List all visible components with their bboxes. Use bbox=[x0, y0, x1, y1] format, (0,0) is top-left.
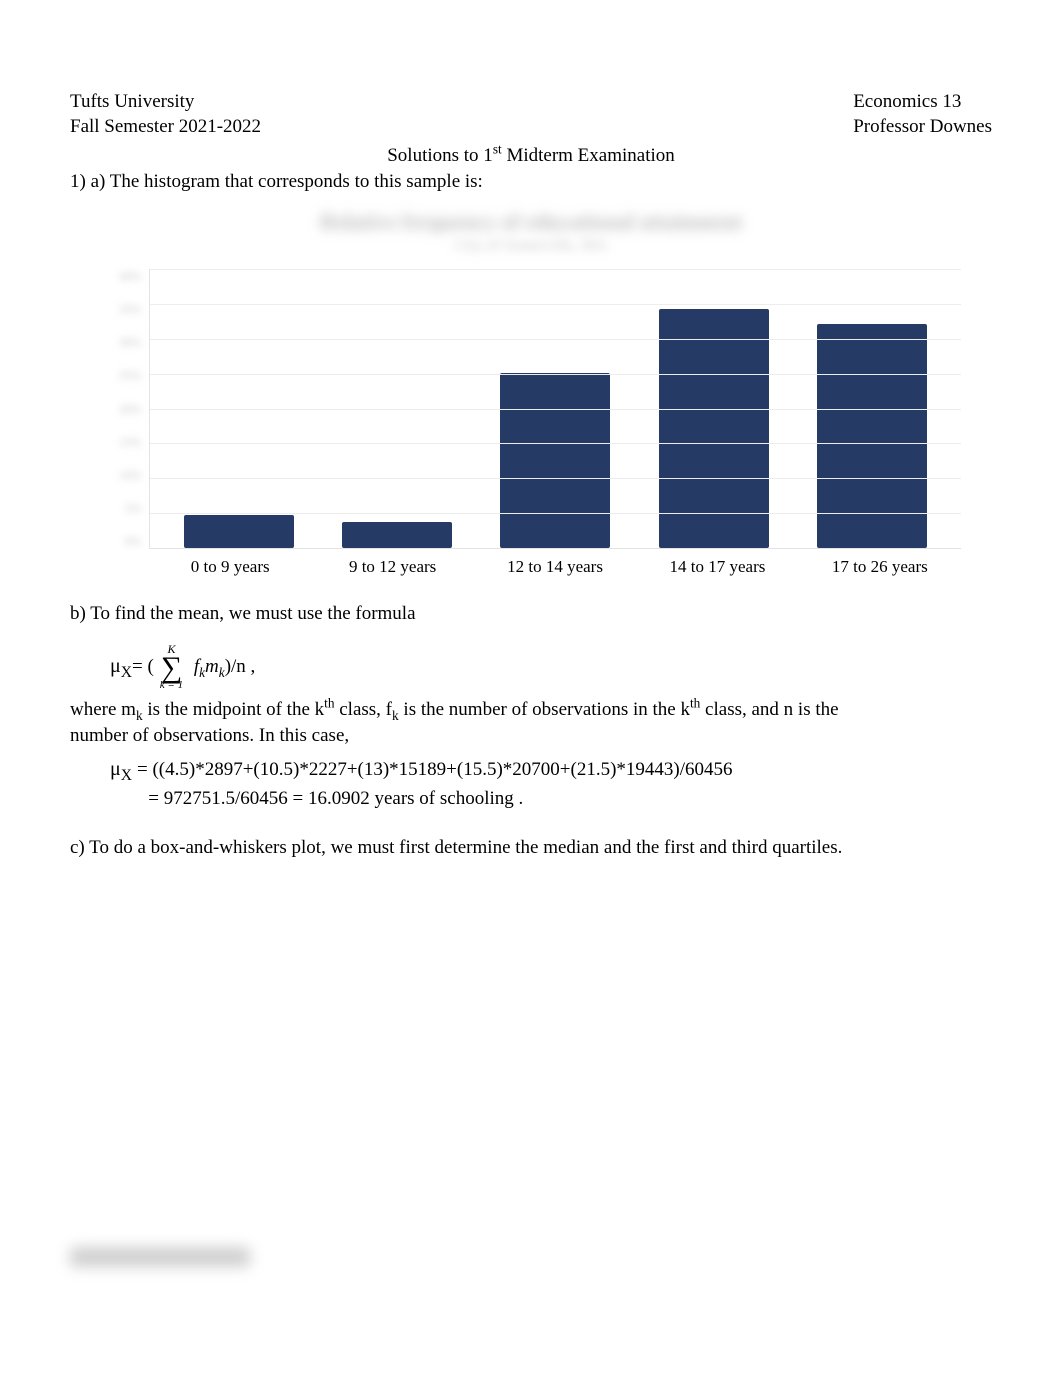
where-t1: where m bbox=[70, 699, 136, 720]
calc-block: μX = ((4.5)*2897+(10.5)*2227+(13)*15189+… bbox=[110, 754, 992, 813]
bar bbox=[500, 373, 610, 548]
formula-close: )/n , bbox=[225, 656, 256, 678]
course-line: Economics 13 bbox=[853, 90, 992, 115]
y-tick: 15% bbox=[119, 435, 141, 450]
semester-line: Fall Semester 2021-2022 bbox=[70, 115, 261, 140]
y-tick: 0% bbox=[125, 534, 141, 549]
where-t4: is the number of observations in the k bbox=[399, 699, 690, 720]
where-t5: class, and n is the bbox=[700, 699, 838, 720]
q1c-text: c) To do a box-and-whiskers plot, we mus… bbox=[70, 835, 992, 861]
term-m: m bbox=[205, 656, 219, 677]
grid-line bbox=[150, 304, 961, 305]
y-tick: 25% bbox=[119, 368, 141, 383]
formula-lhs: μX bbox=[110, 655, 132, 678]
x-label: 14 to 17 years bbox=[636, 557, 798, 577]
y-tick: 30% bbox=[119, 335, 141, 350]
x-axis-labels: 0 to 9 years9 to 12 years12 to 14 years1… bbox=[149, 557, 961, 577]
footer-watermark-blurred bbox=[70, 1247, 250, 1267]
y-tick: 40% bbox=[119, 269, 141, 284]
mu-symbol: μ bbox=[110, 655, 121, 677]
where-sub1: k bbox=[136, 708, 143, 723]
title-pre: Solutions to 1 bbox=[387, 145, 493, 166]
where-t3: class, f bbox=[335, 699, 393, 720]
calc-line1: μX = ((4.5)*2897+(10.5)*2227+(13)*15189+… bbox=[110, 754, 992, 785]
grid-line bbox=[150, 443, 961, 444]
grid-line bbox=[150, 478, 961, 479]
chart-area: 40% 35% 30% 25% 20% 15% 10% 5% 0% bbox=[101, 269, 961, 549]
mean-formula: μX = ( K ∑ k = 1 fkmk )/n , bbox=[110, 643, 992, 692]
calc-line2: = 972751.5/60456 = 16.0902 years of scho… bbox=[134, 785, 992, 814]
calc-mu: μX bbox=[110, 758, 137, 780]
sum-lower: k = 1 bbox=[160, 680, 183, 691]
where-sub2: k bbox=[392, 708, 399, 723]
calc-mu-sub: X bbox=[121, 767, 132, 784]
title-sup: st bbox=[493, 142, 502, 157]
calc-mu-sym: μ bbox=[110, 758, 121, 780]
header-right: Economics 13 Professor Downes bbox=[853, 90, 992, 139]
where-t2: is the midpoint of the k bbox=[143, 699, 325, 720]
grid-line bbox=[150, 374, 961, 375]
x-label: 0 to 9 years bbox=[149, 557, 311, 577]
grid-line bbox=[150, 339, 961, 340]
mu-subscript: X bbox=[121, 664, 132, 681]
sum-symbol: ∑ bbox=[161, 655, 182, 681]
title-post: Midterm Examination bbox=[502, 145, 675, 166]
q1b-intro: b) To find the mean, we must use the for… bbox=[70, 601, 992, 627]
where-line: where mk is the midpoint of the kth clas… bbox=[70, 697, 992, 723]
histogram-chart: Relative frequency of educational attain… bbox=[70, 209, 992, 577]
bar bbox=[184, 515, 294, 548]
bar bbox=[342, 522, 452, 548]
page-header: Tufts University Fall Semester 2021-2022… bbox=[70, 90, 992, 139]
doc-title: Solutions to 1st Midterm Examination bbox=[70, 145, 992, 167]
x-label: 9 to 12 years bbox=[311, 557, 473, 577]
y-tick: 10% bbox=[119, 468, 141, 483]
formula-eq: = ( bbox=[132, 656, 154, 678]
professor-line: Professor Downes bbox=[853, 115, 992, 140]
where-line-2: number of observations. In this case, bbox=[70, 723, 992, 749]
chart-title-blurred: Relative frequency of educational attain… bbox=[320, 209, 742, 235]
university-name: Tufts University bbox=[70, 90, 261, 115]
header-left: Tufts University Fall Semester 2021-2022 bbox=[70, 90, 261, 139]
calc-line1-text: = ((4.5)*2897+(10.5)*2227+(13)*15189+(15… bbox=[137, 759, 733, 780]
y-axis-ticks: 40% 35% 30% 25% 20% 15% 10% 5% 0% bbox=[101, 269, 149, 549]
summation: K ∑ k = 1 bbox=[160, 643, 183, 692]
q1a-text: 1) a) The histogram that corresponds to … bbox=[70, 169, 992, 195]
y-tick: 35% bbox=[119, 302, 141, 317]
grid-line bbox=[150, 409, 961, 410]
y-tick: 5% bbox=[125, 501, 141, 516]
where-sup2: th bbox=[690, 696, 700, 711]
chart-subtitle-blurred: City of Somerville, MA bbox=[455, 237, 608, 255]
x-label: 12 to 14 years bbox=[474, 557, 636, 577]
grid-line bbox=[150, 513, 961, 514]
x-label: 17 to 26 years bbox=[799, 557, 961, 577]
bar bbox=[817, 324, 927, 548]
plot-area bbox=[149, 269, 961, 549]
formula-term: fkmk bbox=[189, 656, 225, 678]
where-sup1: th bbox=[324, 696, 334, 711]
y-tick: 20% bbox=[119, 402, 141, 417]
grid-line bbox=[150, 269, 961, 270]
